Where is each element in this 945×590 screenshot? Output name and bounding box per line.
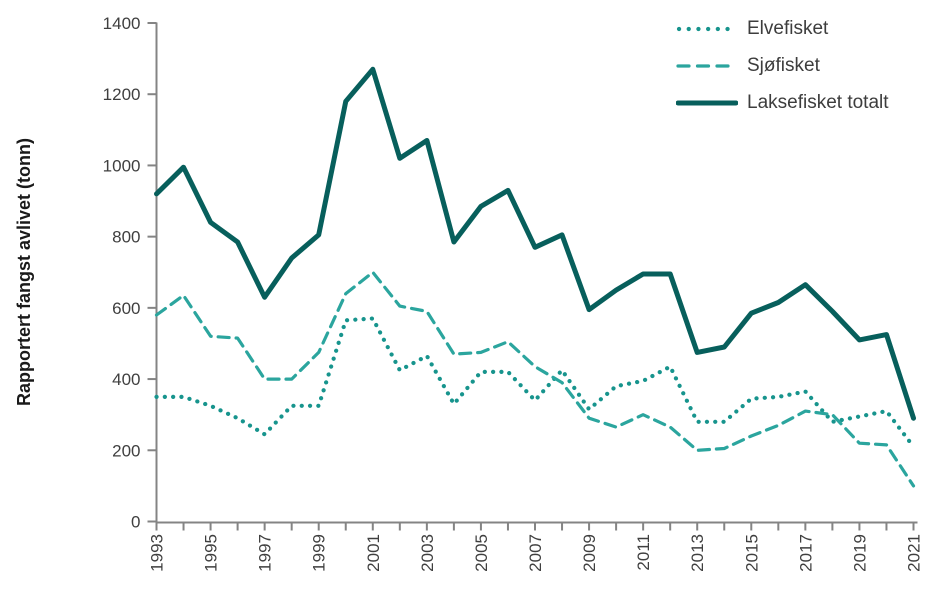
y-tick-label: 400 (112, 370, 140, 389)
x-tick-label: 2021 (905, 534, 924, 572)
y-tick-label: 800 (112, 228, 140, 247)
x-tick-label: 1999 (310, 534, 329, 572)
y-tick-label: 1400 (103, 14, 141, 33)
legend-label-sjofisket: Sjøfisket (747, 55, 820, 76)
y-tick-label: 1200 (103, 85, 141, 104)
x-tick-label: 2017 (796, 534, 815, 572)
legend-item-laksefisket-totalt: Laksefisket totalt (676, 84, 889, 121)
series-line-sj-fisket (154, 270, 916, 488)
x-tick-label: 2011 (634, 534, 653, 571)
y-tick-label: 600 (112, 299, 140, 318)
x-tick-label: 2005 (472, 534, 491, 572)
x-tick-label: 2003 (418, 534, 437, 572)
y-tick-label: 200 (112, 441, 140, 460)
y-axis-title: Rapportert fangst avlivet (tonn) (14, 138, 34, 406)
x-tick-label: 2013 (688, 534, 707, 572)
x-tick-label: 1997 (256, 534, 275, 572)
x-tick-label: 2019 (850, 534, 869, 572)
legend-label-elvefisket: Elvefisket (747, 18, 829, 39)
x-tick-label: 1995 (202, 534, 221, 572)
legend-item-sjofisket: Sjøfisket (676, 47, 889, 84)
legend-dashed-line-sample (676, 63, 738, 68)
legend-label-laksefisket-totalt: Laksefisket totalt (747, 92, 889, 113)
legend-item-elvefisket: Elvefisket (676, 10, 889, 47)
series-line-laksefisket-totalt (154, 66, 916, 421)
x-tick-label: 2007 (526, 534, 545, 572)
y-tick-label: 1000 (103, 156, 141, 175)
legend-solid-line-sample (676, 100, 738, 105)
x-tick-label: 2001 (364, 534, 383, 572)
x-tick-label: 1993 (148, 534, 167, 572)
legend: Elvefisket Sjøfisket Laksefisket totalt (676, 10, 889, 121)
legend-dotted-line-sample (676, 26, 738, 31)
x-tick-label: 2009 (580, 534, 599, 572)
series-line-elvefisket (154, 316, 916, 449)
x-tick-label: 2015 (742, 534, 761, 572)
y-tick-label: 0 (131, 513, 140, 532)
